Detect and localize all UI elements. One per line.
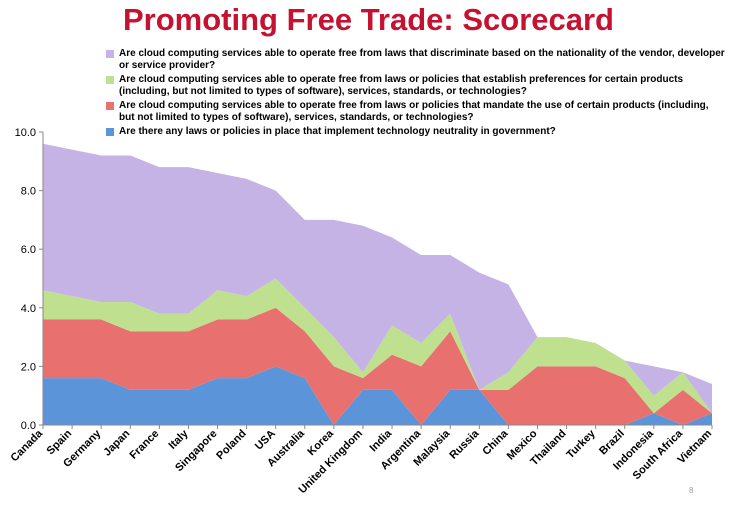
legend-label: Are cloud computing services able to ope… — [119, 74, 684, 97]
y-tick-label: 10.0 — [15, 127, 36, 139]
legend-swatch-green — [106, 76, 114, 84]
y-tick-label: 2.0 — [21, 361, 36, 373]
legend-item: Are cloud computing services able to ope… — [106, 100, 726, 124]
legend-label: Are there any laws or policies in place … — [119, 126, 556, 137]
page-number: 8 — [689, 486, 694, 495]
y-tick-label: 4.0 — [21, 303, 36, 315]
y-tick-label: 8.0 — [21, 186, 36, 198]
x-tick-label: Poland — [214, 428, 248, 462]
x-tick-label: Turkey — [564, 427, 598, 461]
chart-legend: Are cloud computing services able to ope… — [106, 48, 726, 140]
chart-title: Promoting Free Trade: Scorecard — [123, 2, 614, 37]
x-tick-label: France — [127, 428, 161, 462]
legend-swatch-red — [106, 102, 114, 110]
x-tick-label: India — [368, 427, 395, 454]
x-tick-label: Russia — [447, 427, 482, 462]
legend-label: Are cloud computing services able to ope… — [119, 48, 725, 71]
legend-item: Are cloud computing services able to ope… — [106, 48, 726, 72]
y-tick-label: 0.0 — [21, 420, 36, 432]
legend-label: Are cloud computing services able to ope… — [119, 100, 709, 123]
legend-swatch-purple — [106, 50, 114, 58]
x-tick-label: USA — [253, 428, 278, 453]
series-area-2 — [43, 278, 712, 414]
series-area-0 — [43, 366, 712, 425]
legend-item: Are there any laws or policies in place … — [106, 126, 726, 138]
legend-swatch-blue — [106, 128, 114, 136]
legend-item: Are cloud computing services able to ope… — [106, 74, 726, 98]
y-tick-label: 6.0 — [21, 244, 36, 256]
x-tick-label: Canada — [9, 427, 46, 464]
x-tick-label: Italy — [167, 427, 192, 452]
series-area-3 — [43, 143, 712, 414]
